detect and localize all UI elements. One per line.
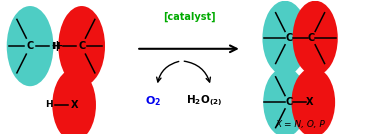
Ellipse shape bbox=[262, 1, 308, 75]
Text: X: X bbox=[306, 97, 313, 107]
Text: $\mathbf{O_2}$: $\mathbf{O_2}$ bbox=[145, 94, 161, 108]
Text: C: C bbox=[26, 41, 34, 51]
Text: C: C bbox=[78, 41, 85, 51]
Text: $\mathbf{H_2O_{(2)}}$: $\mathbf{H_2O_{(2)}}$ bbox=[186, 94, 222, 108]
Text: [catalyst]: [catalyst] bbox=[163, 12, 215, 22]
Text: C: C bbox=[285, 97, 293, 107]
Ellipse shape bbox=[7, 6, 53, 86]
Text: C: C bbox=[285, 33, 293, 43]
Ellipse shape bbox=[293, 1, 338, 75]
Text: H: H bbox=[51, 42, 59, 51]
Text: +: + bbox=[50, 39, 63, 54]
Text: C: C bbox=[308, 33, 315, 43]
Ellipse shape bbox=[58, 6, 105, 86]
Text: X = N, O, P: X = N, O, P bbox=[275, 120, 325, 129]
Ellipse shape bbox=[52, 69, 96, 135]
Text: H: H bbox=[53, 42, 60, 51]
Ellipse shape bbox=[263, 68, 307, 135]
Ellipse shape bbox=[291, 68, 335, 135]
Text: H: H bbox=[45, 100, 53, 109]
Text: X: X bbox=[70, 100, 78, 110]
